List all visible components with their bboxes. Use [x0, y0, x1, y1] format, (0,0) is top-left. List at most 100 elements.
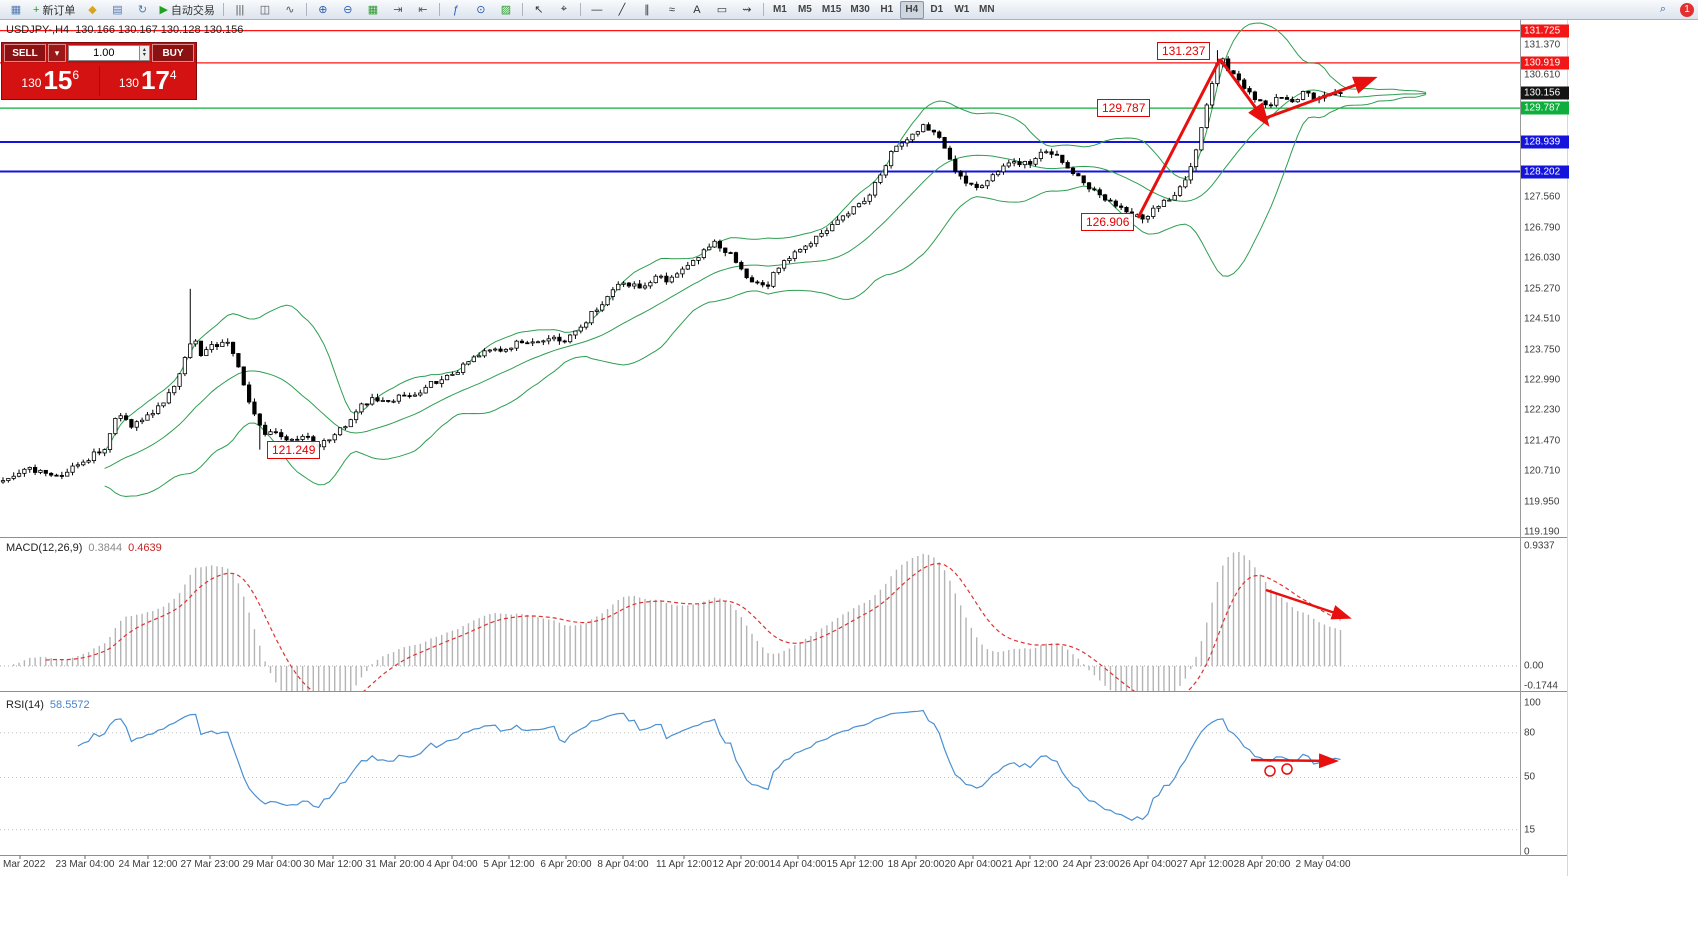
trendline-icon: ╱	[618, 4, 626, 16]
line-chart-type-button[interactable]: ∿	[278, 1, 302, 19]
timeframe-m5-button[interactable]: M5	[797, 4, 812, 15]
rsi-label: RSI(14) 58.5572	[6, 699, 90, 711]
tile-windows-icon: ▦	[367, 4, 379, 16]
bollinger-band-u	[104, 22, 1427, 452]
spin-up-icon[interactable]: ▴	[142, 47, 146, 53]
autotrading-button[interactable]: ▶ 自动交易	[155, 1, 218, 19]
notification-badge[interactable]: 1	[1680, 2, 1694, 17]
trend-arrow	[1250, 753, 1339, 769]
rsi-axis-label: 100	[1524, 697, 1541, 709]
timeframe-m30-button[interactable]: M30	[850, 4, 870, 15]
new-order-button-label: 新订单	[42, 4, 76, 17]
price-annotation[interactable]: 121.249	[267, 441, 321, 459]
indicators-button[interactable]: ƒ	[444, 1, 468, 19]
price-annotation[interactable]: 131.237	[1157, 42, 1211, 60]
crosshair-button[interactable]: ⌖	[552, 1, 576, 19]
rsi-axis-label: 50	[1524, 771, 1536, 783]
timeframe-m15-button[interactable]: M15	[821, 4, 842, 15]
price-tag: 128.202	[1521, 165, 1569, 179]
timeframe-m1-button[interactable]: M1	[772, 4, 787, 15]
price-tag: 129.787	[1521, 101, 1569, 115]
channel-button[interactable]: ∥	[635, 1, 659, 19]
buy-price-big: 17	[140, 64, 170, 95]
trend-drawings[interactable]	[1136, 58, 1378, 777]
horizontal-line-button[interactable]: ―	[585, 1, 609, 19]
spin-down-icon[interactable]: ▾	[142, 52, 146, 58]
time-axis-label: 18 Apr 20:00	[887, 859, 945, 870]
time-axis-label: 29 Mar 04:00	[242, 859, 302, 870]
trend-arrow	[1218, 58, 1270, 127]
volume-field: ▴ ▾	[68, 45, 150, 61]
tile-windows-button[interactable]: ▦	[361, 1, 385, 19]
highlight-circle	[1281, 763, 1293, 775]
rsi-axis-label: 0	[1524, 846, 1530, 858]
market-watch-button[interactable]: ▤	[105, 1, 129, 19]
channel-icon: ∥	[644, 4, 650, 16]
buy-button[interactable]: BUY	[152, 44, 194, 62]
zoom-in-button[interactable]: ⊕	[311, 1, 335, 19]
history-center-button[interactable]: ◆	[80, 1, 104, 19]
search-icon[interactable]: ⌕	[1659, 3, 1667, 15]
trend-arrow	[1136, 58, 1222, 219]
market-watch-icon: ▤	[112, 4, 123, 16]
price-tick-label: 125.270	[1524, 283, 1561, 295]
timeframe-w1-button[interactable]: W1	[954, 4, 970, 15]
fibonacci-button[interactable]: ≈	[660, 1, 684, 19]
text-icon: A	[693, 3, 701, 16]
label-icon: ▭	[716, 4, 728, 16]
price-tag: 131.725	[1521, 24, 1569, 38]
timeframe-h4-button[interactable]: H4	[899, 0, 924, 19]
macd-axis-label: -0.1744	[1524, 680, 1558, 692]
chart-window-button[interactable]: ▦	[4, 1, 28, 19]
trade-panel-prices: 130 15 6 130 17 4	[2, 63, 196, 99]
fibonacci-icon: ≈	[668, 3, 675, 16]
refresh-button[interactable]: ↻	[130, 1, 154, 19]
macd-axis-label: 0.00	[1524, 660, 1544, 672]
templates-button[interactable]: ▨	[494, 1, 518, 19]
label-button[interactable]: ▭	[710, 1, 734, 19]
chart-shift-button[interactable]: ⇤	[411, 1, 435, 19]
time-axis-label: 28 Apr 20:00	[1233, 859, 1291, 870]
periods-button[interactable]: ⊙	[469, 1, 493, 19]
sell-price-sup: 6	[72, 67, 80, 82]
bar-chart-type-button[interactable]: |||	[228, 1, 252, 19]
price-tick-label: 119.190	[1524, 526, 1560, 538]
price-annotation[interactable]: 126.906	[1081, 213, 1135, 231]
arrows-tool-button[interactable]: ⇝	[735, 1, 759, 19]
trendline-button[interactable]: ╱	[610, 1, 634, 19]
cursor-button[interactable]: ↖	[527, 1, 551, 19]
auto-scroll-button[interactable]: ⇥	[386, 1, 410, 19]
main-price-panel	[0, 22, 1520, 497]
price-tag: 130.156	[1521, 86, 1569, 100]
new-order-button[interactable]: + 新订单	[29, 1, 79, 19]
autotrading-icon: ▶	[159, 4, 168, 16]
rsi-line	[77, 709, 1341, 821]
rsi-value: 58.5572	[49, 699, 90, 711]
sell-price-big: 15	[43, 64, 73, 95]
volume-dropdown-button[interactable]: ▾	[48, 44, 66, 62]
highlight-circle	[1264, 765, 1276, 777]
rsi-axis-label: 80	[1524, 727, 1536, 739]
bar-chart-type-icon: |||	[235, 3, 245, 16]
refresh-icon: ↻	[137, 4, 148, 16]
rsi-axis-label: 15	[1524, 824, 1536, 836]
horizontal-line-icon: ―	[591, 3, 603, 16]
volume-spinner[interactable]: ▴ ▾	[139, 45, 150, 61]
volume-input[interactable]	[68, 45, 140, 61]
zoom-out-button[interactable]: ⊖	[336, 1, 360, 19]
buy-price-display[interactable]: 130 17 4	[100, 64, 197, 95]
sell-price-display[interactable]: 130 15 6	[2, 64, 99, 95]
time-axis-label: 14 Apr 04:00	[769, 859, 827, 870]
timeframe-mn-button[interactable]: MN	[979, 4, 995, 15]
price-annotation[interactable]: 129.787	[1097, 99, 1151, 117]
time-axis-label: 23 Mar 04:00	[55, 859, 115, 870]
candlestick-type-button[interactable]: ◫	[253, 1, 277, 19]
timeframe-d1-button[interactable]: D1	[930, 4, 944, 15]
timeframe-h1-button[interactable]: H1	[880, 4, 894, 15]
text-button[interactable]: A	[685, 1, 709, 19]
toolbar-separator	[521, 3, 523, 16]
time-axis-label: 24 Mar 12:00	[118, 859, 178, 870]
sell-button[interactable]: SELL	[4, 44, 46, 62]
time-axis-label: 27 Mar 23:00	[180, 859, 240, 870]
